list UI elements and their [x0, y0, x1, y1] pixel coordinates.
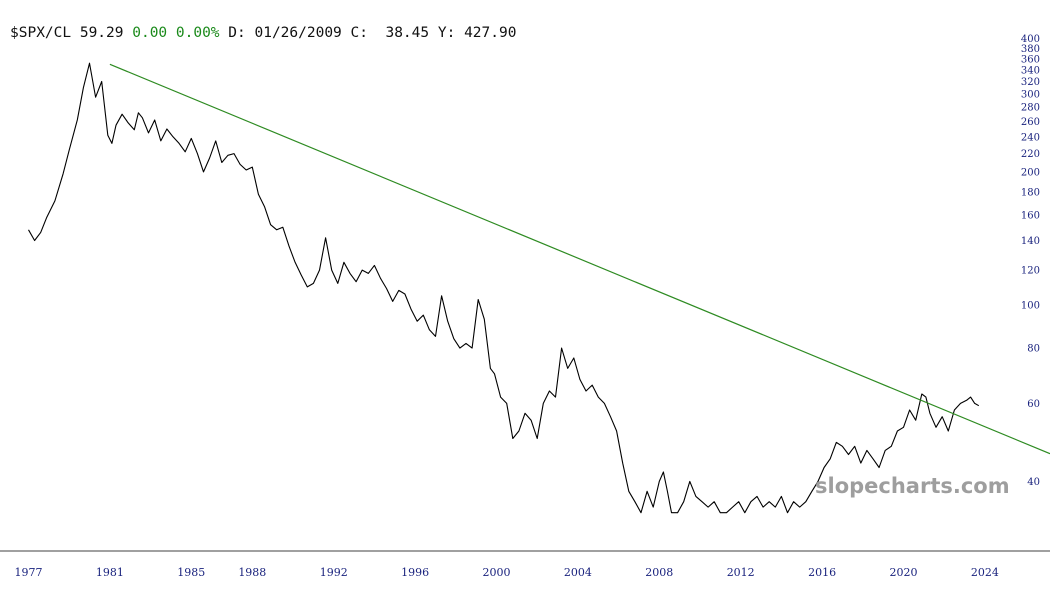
y-tick-label: 80 [1027, 344, 1040, 355]
x-tick-label: 2016 [808, 566, 836, 579]
y-tick-label: 240 [1021, 132, 1040, 143]
quote-header: $SPX/CL 59.29 0.00 0.00% D: 01/26/2009 C… [10, 24, 516, 42]
y-tick-label: 340 [1021, 65, 1040, 76]
y-tick-label: 220 [1021, 149, 1040, 160]
y-tick-label: 160 [1021, 210, 1040, 221]
y-tick-label: 260 [1021, 117, 1040, 128]
price-series-line [28, 62, 980, 514]
y-label: Y: [437, 25, 456, 41]
y-tick-label: 60 [1027, 399, 1040, 410]
x-tick-label: 1996 [401, 566, 429, 579]
y-tick-label: 140 [1021, 236, 1040, 247]
x-tick-label: 2012 [727, 566, 755, 579]
x-tick-label: 2020 [889, 566, 917, 579]
y-tick-label: 120 [1021, 266, 1040, 277]
date-label: D: [228, 25, 246, 41]
last-price: 59.29 [79, 25, 124, 41]
y-tick-label: 200 [1021, 167, 1040, 178]
x-tick-label: 2000 [483, 566, 511, 579]
y-value: 427.90 [464, 25, 517, 41]
change-percent: 0.00% [175, 25, 220, 41]
symbol-text: $SPX/CL [10, 25, 72, 41]
y-tick-label: 180 [1021, 188, 1040, 199]
x-tick-label: 1988 [238, 566, 266, 579]
y-tick-label: 300 [1021, 89, 1040, 100]
close-value: 38.45 [385, 25, 430, 41]
close-label: C: [350, 25, 368, 41]
y-tick-label: 100 [1021, 301, 1040, 312]
y-tick-label: 40 [1027, 477, 1040, 488]
x-tick-label: 1992 [320, 566, 348, 579]
x-tick-label: 1977 [14, 566, 42, 579]
x-tick-label: 1985 [177, 566, 205, 579]
x-tick-label: 2024 [971, 566, 999, 579]
trendline[interactable] [109, 63, 1050, 455]
watermark-text: slopecharts.com [815, 474, 1010, 498]
y-tick-label: 320 [1021, 77, 1040, 88]
y-tick-label: 280 [1021, 103, 1040, 114]
change-value: 0.00 [132, 25, 168, 41]
y-tick-label: 400 [1021, 34, 1040, 45]
x-tick-label: 2008 [645, 566, 673, 579]
date-value: 01/26/2009 [254, 25, 342, 41]
y-tick-label: 380 [1021, 44, 1040, 55]
x-axis: 1977 1981 1985 1988 1992 1996 2000 2004 2008 2012… [14, 566, 998, 579]
x-tick-label: 2004 [564, 566, 592, 579]
x-tick-label: 1981 [96, 566, 124, 579]
y-tick-label: 360 [1021, 54, 1040, 65]
